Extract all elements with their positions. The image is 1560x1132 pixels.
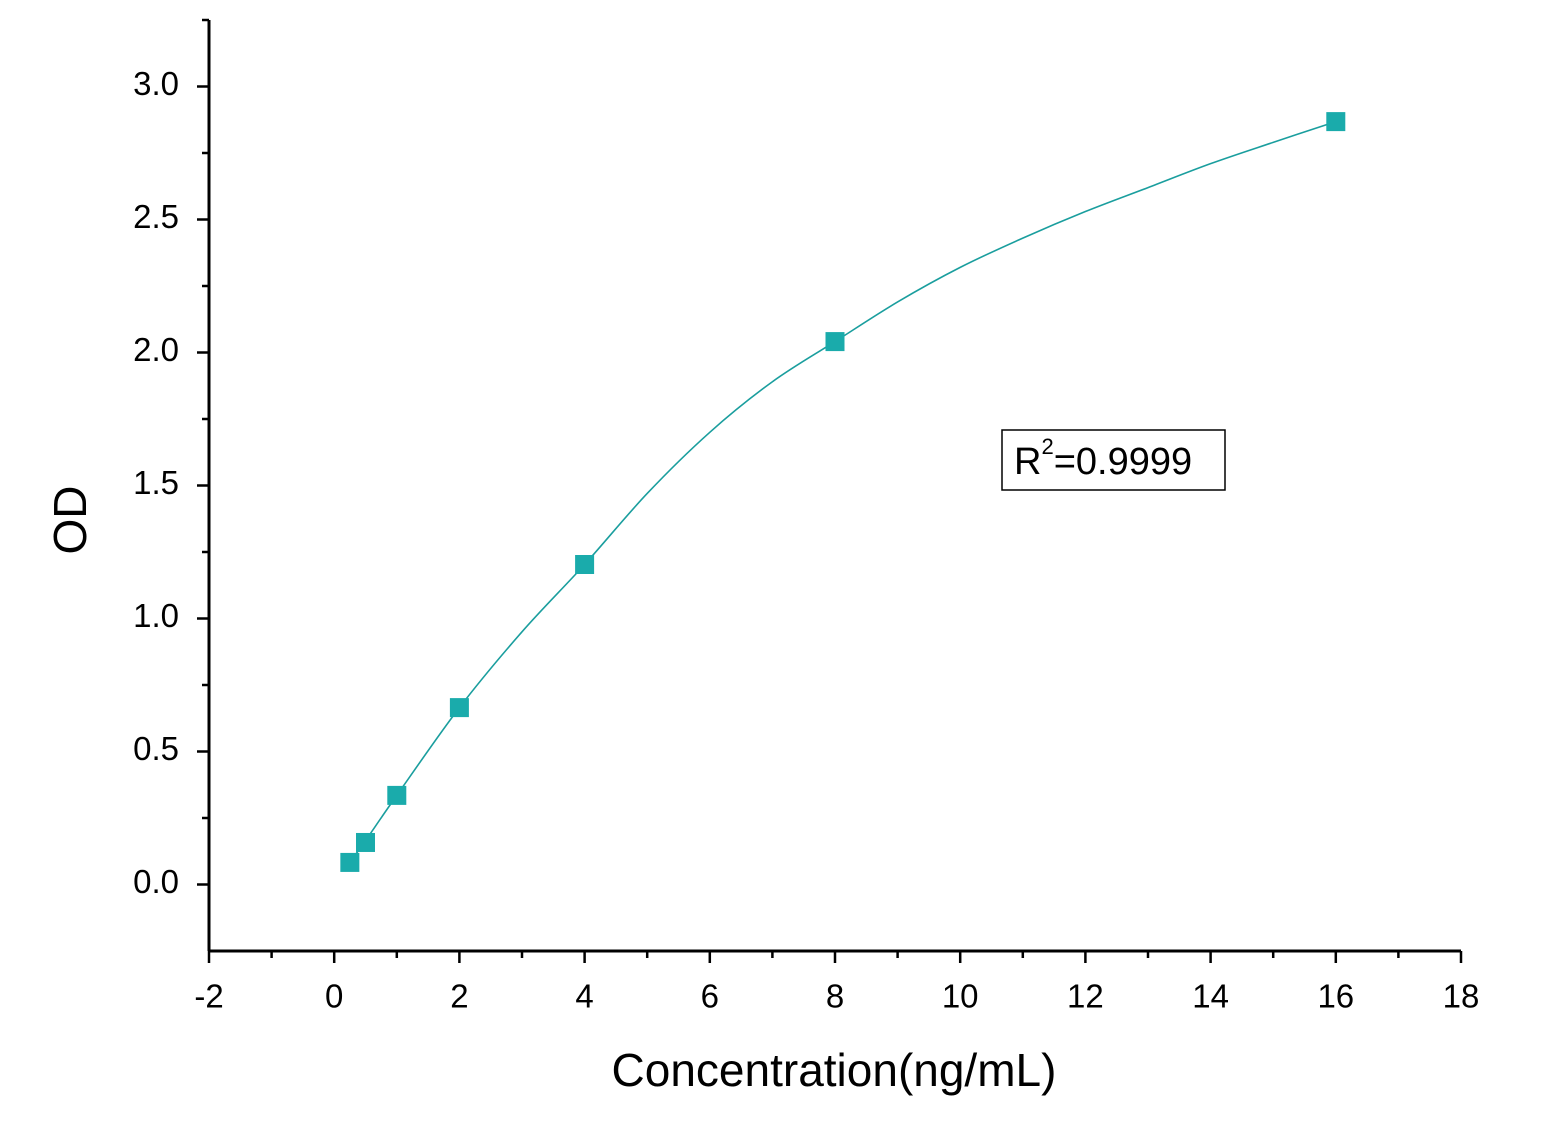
x-tick-label: 18 <box>1443 978 1480 1015</box>
x-tick-label: 16 <box>1317 978 1354 1015</box>
data-point <box>825 332 845 352</box>
data-point <box>387 785 407 805</box>
data-point <box>340 852 360 872</box>
x-tick-label: 6 <box>701 978 719 1015</box>
fit-curve <box>349 120 1337 863</box>
x-tick-label: 2 <box>450 978 468 1015</box>
y-tick-label: 0.5 <box>133 730 179 767</box>
annotation-box <box>1001 429 1226 491</box>
data-point <box>449 698 469 718</box>
y-tick-label: 1.0 <box>133 597 179 634</box>
x-tick-label: 8 <box>826 978 844 1015</box>
x-tick-label: -2 <box>194 978 223 1015</box>
y-tick-label: 3.0 <box>133 65 179 102</box>
data-point <box>1326 112 1346 132</box>
x-tick-label: 0 <box>325 978 343 1015</box>
y-tick-label: 2.5 <box>133 198 179 235</box>
data-point <box>356 832 375 852</box>
y-axis-label: OD <box>44 486 96 555</box>
data-point <box>575 555 595 575</box>
x-axis-label: Concentration(ng/mL) <box>612 1044 1057 1096</box>
y-tick-label: 0.0 <box>133 863 179 900</box>
x-tick-label: 12 <box>1067 978 1104 1015</box>
x-tick-label: 10 <box>942 978 979 1015</box>
annotation: R2=0.9999 <box>1014 434 1192 483</box>
y-tick-label: 2.0 <box>133 331 179 368</box>
x-tick-label: 4 <box>575 978 593 1015</box>
y-tick-label: 1.5 <box>133 464 179 501</box>
x-tick-label: 14 <box>1192 978 1229 1015</box>
